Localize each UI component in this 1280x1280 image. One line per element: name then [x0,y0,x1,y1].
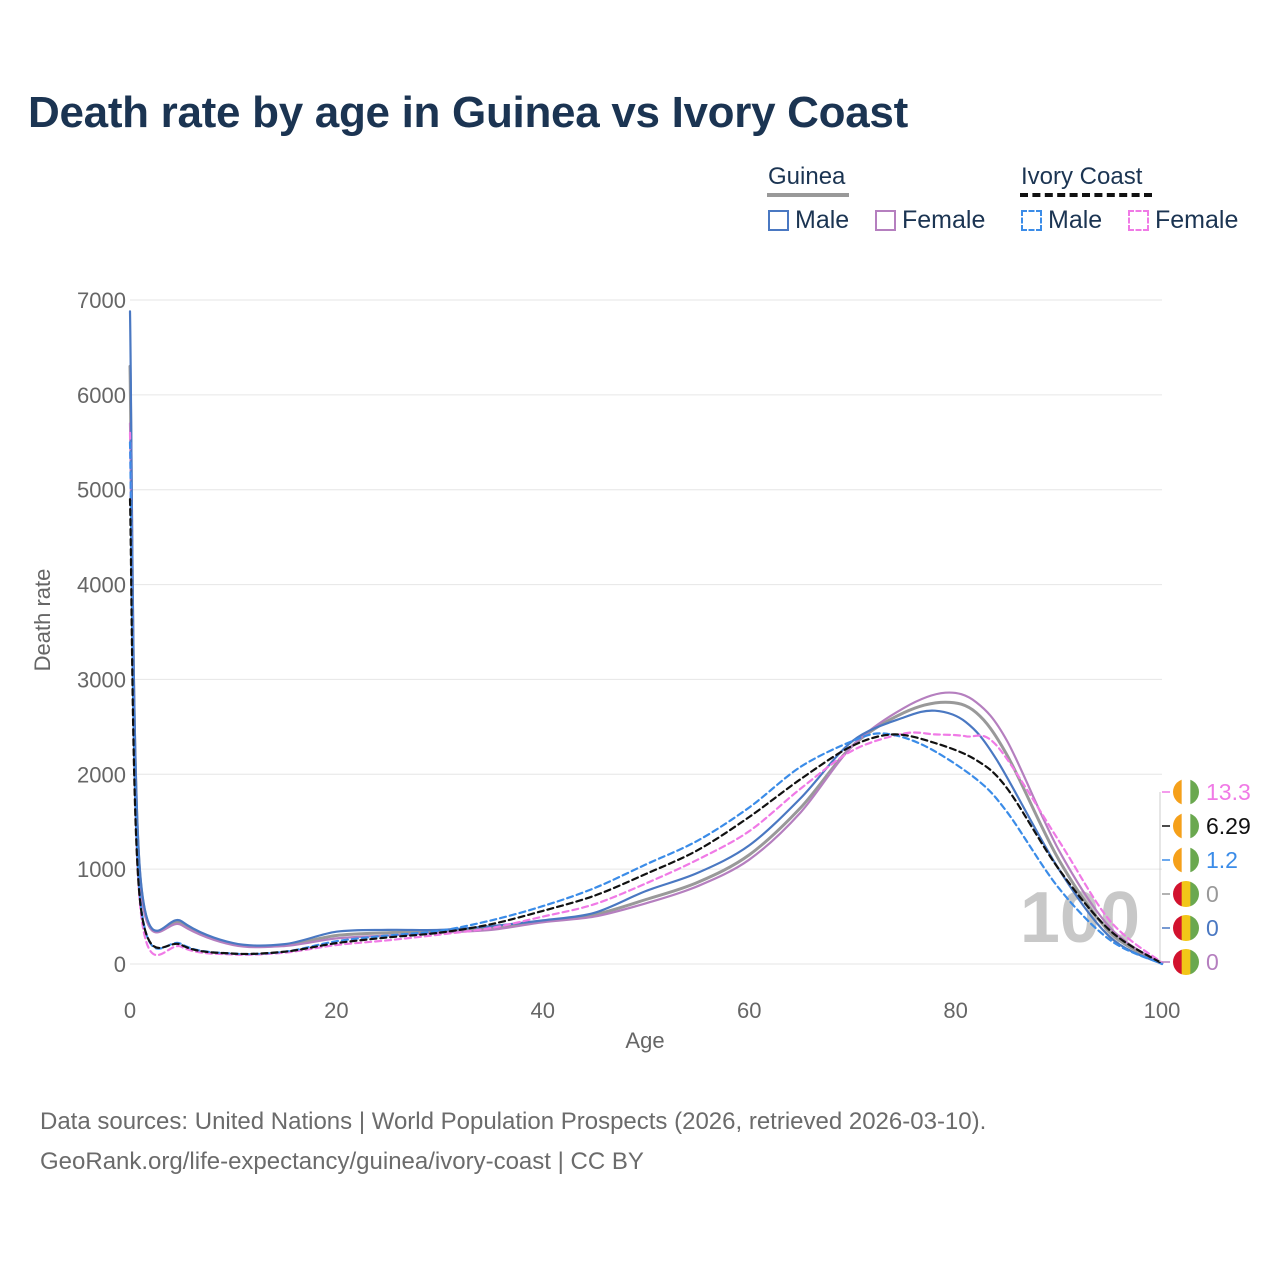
flag-stripe [1181,949,1191,975]
x-tick-label-0: 0 [124,998,136,1023]
end-label-value: 0 [1206,949,1219,975]
flag-stripe [1173,847,1183,873]
series-line-guinea-female [128,422,1164,966]
chart-title: Death rate by age in Guinea vs Ivory Coa… [28,88,908,137]
y-tick-label-2000: 2000 [77,762,126,787]
ivory-coast-flag-icon [1173,847,1199,873]
end-label-3: 1.2 [1162,847,1238,873]
end-label-2: 6.29 [1162,813,1251,839]
guinea-flag-icon [1173,881,1199,907]
y-tick-label-7000: 7000 [77,288,126,313]
flag-stripe [1181,779,1191,805]
flag-stripe [1173,949,1183,975]
legend-swatch-ivory-female [1128,209,1149,231]
legend-ivory-female-label: Female [1155,205,1239,234]
flag-stripe [1190,881,1199,907]
legend-swatch-guinea-female [875,209,896,231]
flag-stripe [1190,949,1199,975]
series-line-guinea-male [128,310,1164,966]
legend-guinea-line [767,193,849,197]
end-labels: 13.3 6.29 1.2 0 0 0 [1159,779,1251,975]
end-label-value: 0 [1206,915,1219,941]
legend-ivory-line [1020,193,1152,197]
flag-stripe [1173,813,1183,839]
flag-stripe [1173,881,1183,907]
flag-stripe [1181,847,1191,873]
end-label-4: 0 [1162,881,1219,907]
end-label-5: 0 [1162,915,1219,941]
flag-stripe [1181,915,1191,941]
x-axis-label: Age [625,1028,664,1053]
y-tick-label-5000: 5000 [77,478,126,503]
flag-stripe [1190,813,1199,839]
axes: 0 1000 2000 3000 4000 5000 6000 7000 0 20 40 60 80 10… [77,288,1180,1023]
footer-url[interactable]: GeoRank.org/life-expectancy/guinea/ivory… [40,1148,644,1175]
legend-ivory-female[interactable]: Female [1128,205,1238,235]
legend-ivory-title: Ivory Coast [1021,163,1143,190]
end-label-value: 6.29 [1206,813,1251,839]
legend-guinea-male[interactable]: Male [768,205,849,235]
legend-ivory-male-label: Male [1048,205,1103,234]
y-tick-label-4000: 4000 [77,573,126,598]
y-tick-label-3000: 3000 [77,667,126,692]
flag-stripe [1190,779,1199,805]
flag-stripe [1190,847,1199,873]
footer-source: Data sources: United Nations | World Pop… [40,1108,987,1135]
guinea-flag-icon [1173,949,1199,975]
legend-guinea-male-label: Male [795,205,850,234]
x-tick-label-60: 60 [737,998,761,1023]
flag-stripe [1173,779,1183,805]
flag-stripe [1173,915,1183,941]
series [128,310,1164,966]
x-tick-label-80: 80 [943,998,967,1023]
legend-guinea-title: Guinea [768,163,846,190]
legend-guinea-female-label: Female [902,205,986,234]
end-label-value: 0 [1206,881,1219,907]
series-line-ivory-male [128,441,1164,965]
series-line-guinea-total [128,364,1164,965]
legend-guinea-female[interactable]: Female [875,205,985,235]
x-tick-label-20: 20 [324,998,348,1023]
legend-swatch-guinea-male [768,209,789,231]
y-tick-label-6000: 6000 [77,383,126,408]
series-line-ivory-female [128,431,1164,964]
end-label-6: 0 [1162,949,1219,975]
grid [130,299,1162,965]
guinea-flag-icon [1173,915,1199,941]
legend-ivory-male[interactable]: Male [1021,205,1102,235]
end-label-value: 13.3 [1206,779,1251,805]
y-axis-label: Death rate [30,569,55,672]
flag-stripe [1181,881,1191,907]
end-label-1: 13.3 [1162,779,1251,805]
end-label-value: 1.2 [1206,847,1238,873]
flag-stripe [1190,915,1199,941]
ivory-coast-flag-icon [1173,813,1199,839]
x-tick-label-100: 100 [1144,998,1181,1023]
x-tick-label-40: 40 [531,998,555,1023]
series-line-ivory-total [128,498,1164,965]
legend-swatch-ivory-male [1021,209,1042,231]
y-tick-label-1000: 1000 [77,857,126,882]
flag-stripe [1181,813,1191,839]
ivory-coast-flag-icon [1173,779,1199,805]
y-tick-label-0: 0 [114,952,126,977]
